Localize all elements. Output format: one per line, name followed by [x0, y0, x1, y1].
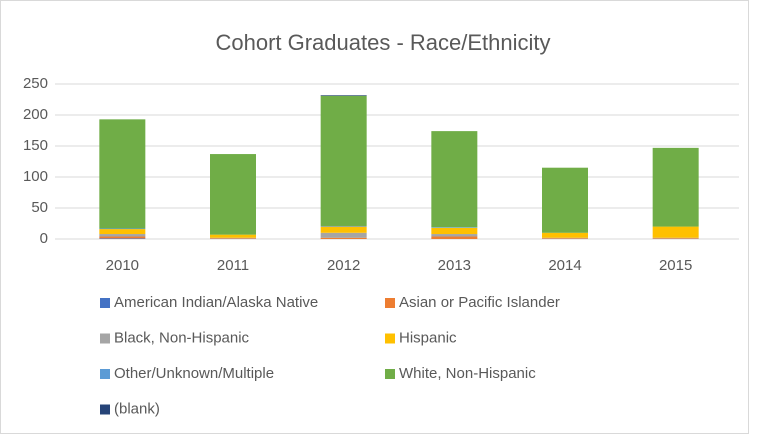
bar-segment [652, 226, 699, 238]
legend-swatch [100, 298, 110, 308]
bar-segment [210, 234, 256, 238]
x-tick-label: 2013 [438, 257, 471, 274]
x-tick-label: 2015 [659, 257, 692, 274]
legend-swatch [385, 333, 395, 344]
bar-segment [431, 131, 478, 228]
y-tick-label: 0 [40, 230, 48, 247]
x-tick-label: 2014 [548, 257, 581, 274]
y-tick-label: 250 [23, 75, 48, 92]
bar-segment [99, 236, 146, 239]
bar-segment [542, 232, 588, 238]
bar-segment [99, 229, 146, 235]
y-tick-label: 50 [31, 199, 48, 216]
bar-segment [542, 238, 588, 239]
bar-segment [431, 236, 478, 239]
bar-segment [652, 238, 699, 239]
legend-label: Hispanic [399, 329, 457, 346]
bar-segment [652, 237, 699, 239]
bar-segment [431, 234, 478, 237]
legend-swatch [100, 369, 110, 379]
bar-segment [320, 237, 367, 239]
legend-swatch [385, 369, 395, 379]
legend-label: American Indian/Alaska Native [114, 294, 318, 311]
bar-segment [542, 237, 588, 239]
legend-label: Asian or Pacific Islander [399, 294, 560, 311]
bar-segment [320, 95, 367, 226]
legend-swatch [100, 333, 110, 344]
x-tick-label: 2010 [106, 257, 139, 274]
y-tick-label: 150 [23, 137, 48, 154]
bar-segment [210, 237, 256, 239]
legend-label: Black, Non-Hispanic [114, 329, 250, 346]
chart-title: Cohort Graduates - Race/Ethnicity [215, 30, 550, 55]
bar-segment [320, 95, 367, 96]
bar-segment [431, 227, 478, 228]
bar-segment [431, 227, 478, 235]
bar-segment [210, 154, 256, 235]
bar-segment [99, 228, 146, 230]
x-tick-label: 2012 [327, 257, 360, 274]
bar-segment [99, 119, 146, 229]
legend-label: Other/Unknown/Multiple [114, 365, 274, 382]
bar-segment [320, 225, 367, 227]
bar-segment [99, 238, 146, 239]
bar-segment [210, 238, 256, 239]
legend-swatch [100, 404, 110, 415]
legend-label: (blank) [114, 400, 160, 417]
bar-segment [542, 167, 588, 233]
legend-label: White, Non-Hispanic [399, 365, 536, 382]
bar-segment [652, 147, 699, 227]
y-tick-label: 200 [23, 106, 48, 123]
y-tick-label: 100 [23, 168, 48, 185]
legend-swatch [385, 298, 395, 308]
x-tick-label: 2011 [217, 257, 249, 274]
bar-segment [99, 234, 146, 237]
bar-segment [320, 232, 367, 238]
bar-segment [320, 226, 367, 233]
